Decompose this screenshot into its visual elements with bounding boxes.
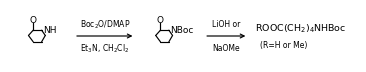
Text: (R=H or Me): (R=H or Me) <box>260 41 307 50</box>
Text: LiOH or: LiOH or <box>212 20 240 29</box>
Text: ROOC(CH$_2$)$_4$NHBoc: ROOC(CH$_2$)$_4$NHBoc <box>255 22 346 35</box>
Text: O: O <box>157 16 164 25</box>
Text: Et$_3$N, CH$_2$Cl$_2$: Et$_3$N, CH$_2$Cl$_2$ <box>80 42 129 55</box>
Text: O: O <box>30 16 37 25</box>
Text: Boc$_2$O/DMAP: Boc$_2$O/DMAP <box>79 18 130 31</box>
Text: NaOMe: NaOMe <box>212 44 240 53</box>
Text: NH: NH <box>43 26 57 35</box>
Text: NBoc: NBoc <box>171 26 194 35</box>
